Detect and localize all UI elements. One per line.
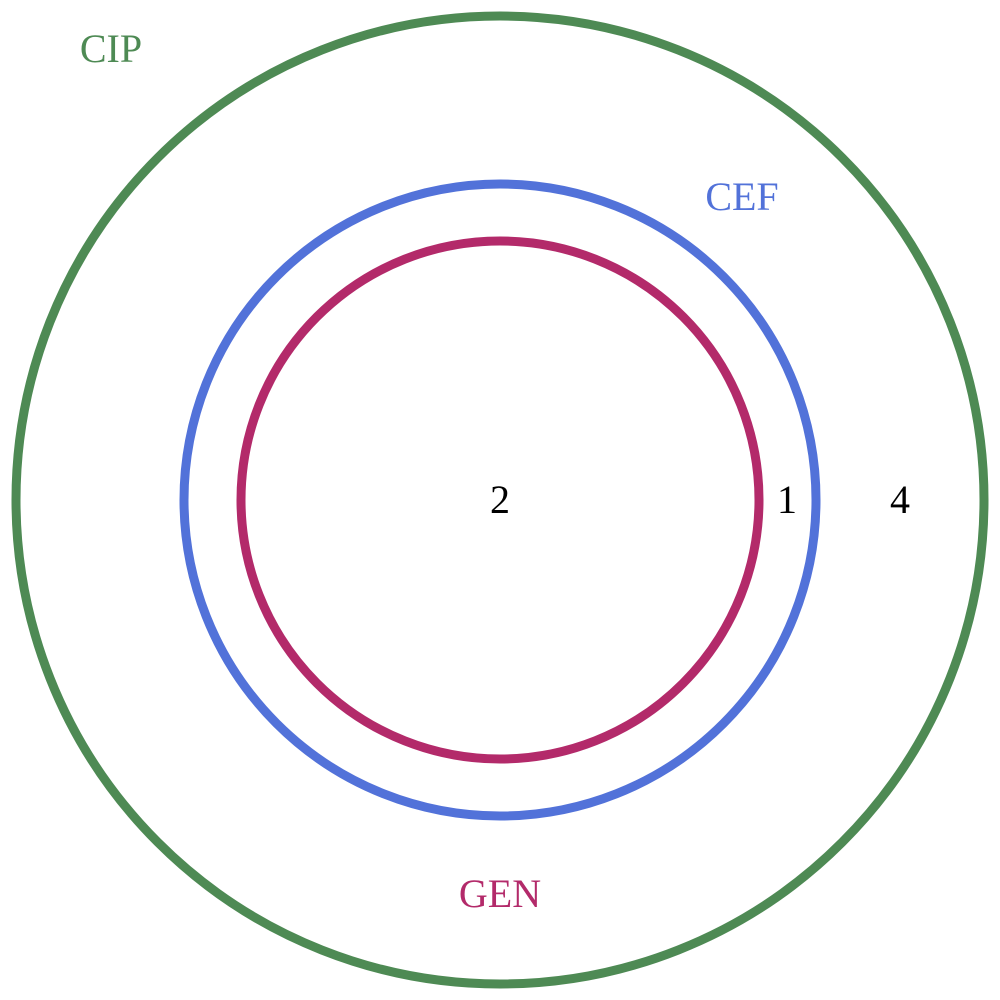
cip-minus-cef-region-count: 4 bbox=[890, 477, 910, 522]
gen-region-count: 2 bbox=[490, 477, 510, 522]
gen-set-label: GEN bbox=[459, 871, 541, 916]
cip-set-label: CIP bbox=[80, 26, 142, 71]
cip-set-circle bbox=[11, 11, 989, 989]
cef-set-label: CEF bbox=[705, 174, 778, 219]
cef-minus-gen-region-count: 1 bbox=[777, 477, 797, 522]
gen-set-circle bbox=[236, 236, 764, 764]
cef-set-circle bbox=[179, 179, 821, 821]
